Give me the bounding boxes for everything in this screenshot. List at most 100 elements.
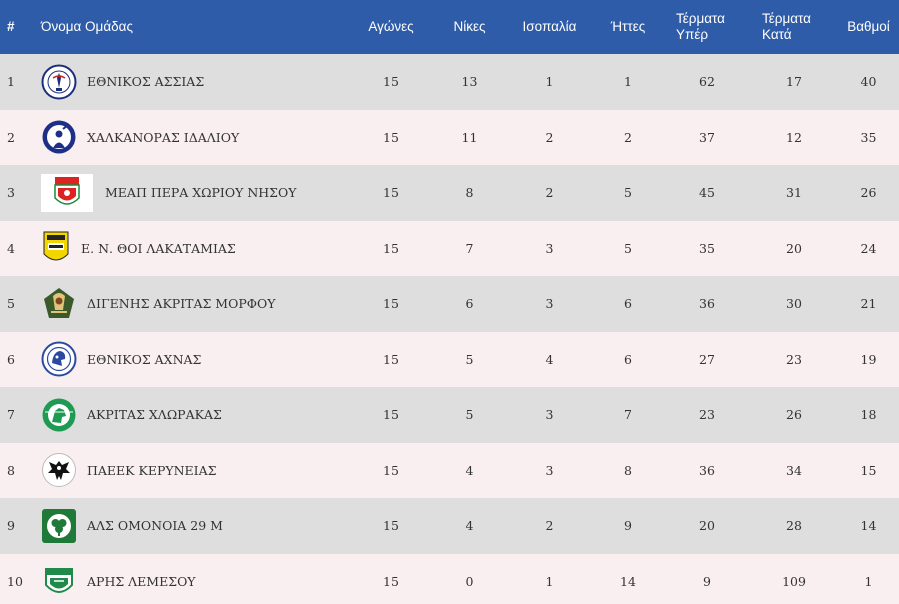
header-goals-for-line1: Τέρματα [676, 11, 725, 26]
draws-cell: 3 [545, 462, 554, 478]
team-cell: ΕΘΝΙΚΟΣ ΑΣΣΙΑΣ [37, 54, 350, 110]
team-name[interactable]: ΠΑΕΕΚ ΚΕΡΥΝΕΙΑΣ [87, 462, 217, 478]
ethnikos-achnas-crest-icon [41, 341, 77, 377]
goals-against-cell: 28 [786, 518, 802, 534]
team-cell: ΕΘΝΙΚΟΣ ΑΧΝΑΣ [37, 332, 350, 388]
points-cell: 1 [864, 573, 873, 589]
omonoia-crest-icon [41, 508, 77, 544]
wins-cell: 11 [461, 129, 478, 145]
points-cell: 35 [860, 129, 877, 145]
wins-cell: 13 [461, 74, 478, 90]
team-name[interactable]: Ε. Ν. ΘΟΙ ΛΑΚΑΤΑΜΙΑΣ [81, 240, 236, 256]
goals-against-cell: 23 [786, 351, 802, 367]
goals-against-cell: 26 [786, 407, 802, 423]
losses-cell: 5 [624, 185, 632, 201]
header-draws: Ισοπαλία [522, 19, 577, 34]
points-cell: 40 [860, 74, 877, 90]
team-name[interactable]: ΕΘΝΙΚΟΣ ΑΧΝΑΣ [87, 351, 202, 367]
played-cell: 15 [383, 296, 399, 312]
table-row: 4 Ε. Ν. ΘΟΙ ΛΑΚΑΤΑΜΙΑΣ 15 7 3 5 35 20 24 [0, 220, 899, 276]
goals-against-cell: 20 [786, 240, 802, 256]
losses-cell: 8 [624, 462, 632, 478]
team-name[interactable]: ΑΚΡΙΤΑΣ ΧΛΩΡΑΚΑΣ [87, 407, 222, 423]
team-name[interactable]: ΑΛΣ ΟΜΟΝΟΙΑ 29 Μ [87, 518, 223, 534]
header-rank: # [7, 19, 15, 34]
team-name[interactable]: ΜΕΑΠ ΠΕΡΑ ΧΩΡΙΟΥ ΝΗΣΟΥ [105, 185, 297, 201]
losses-cell: 9 [624, 518, 632, 534]
goals-for-cell: 23 [699, 407, 715, 423]
goals-against-cell: 31 [786, 185, 802, 201]
table-row: 6 ΕΘΝΙΚΟΣ ΑΧΝΑΣ 15 5 4 6 27 23 19 [0, 331, 899, 388]
header-goals-for-line2: Υπέρ [676, 27, 709, 42]
wins-cell: 7 [465, 240, 474, 256]
wins-cell: 0 [465, 573, 474, 589]
header-goals-against: Τέρματα Κατά [750, 0, 838, 54]
played-cell: 15 [383, 573, 399, 589]
paeek-crest-icon [41, 452, 77, 488]
table-row: 1 ΕΘΝΙΚΟΣ ΑΣΣΙΑΣ 15 13 1 1 62 17 40 [0, 54, 899, 110]
header-goals-for: Τέρματα Υπέρ [664, 0, 750, 54]
goals-for-cell: 35 [699, 240, 715, 256]
played-cell: 15 [383, 518, 399, 534]
losses-cell: 14 [620, 573, 636, 589]
played-cell: 15 [383, 351, 399, 367]
table-row: 10 ΑΡΗΣ ΛΕΜΕΣΟΥ 15 0 1 14 9 109 1 [0, 553, 899, 604]
draws-cell: 2 [545, 185, 554, 201]
played-cell: 15 [383, 74, 399, 90]
losses-cell: 6 [624, 296, 632, 312]
aris-crest-icon [41, 563, 77, 599]
table-row: 9 ΑΛΣ ΟΜΟΝΟΙΑ 29 Μ 15 4 2 9 20 28 14 [0, 498, 899, 554]
losses-cell: 7 [624, 407, 632, 423]
goals-for-cell: 62 [699, 74, 715, 90]
losses-cell: 5 [624, 240, 632, 256]
goals-for-cell: 20 [699, 518, 715, 534]
played-cell: 15 [383, 129, 399, 145]
table-row: 2 ΧΑΛΚΑΝΟΡΑΣ ΙΔΑΛΙΟΥ 15 11 2 2 37 12 35 [0, 109, 899, 166]
team-name[interactable]: ΧΑΛΚΑΝΟΡΑΣ ΙΔΑΛΙΟΥ [87, 129, 240, 145]
wins-cell: 4 [465, 462, 474, 478]
draws-cell: 4 [545, 351, 554, 367]
draws-cell: 3 [545, 296, 554, 312]
team-name[interactable]: ΔΙΓΕΝΗΣ ΑΚΡΙΤΑΣ ΜΟΡΦΟΥ [87, 296, 276, 312]
team-cell: ΧΑΛΚΑΝΟΡΑΣ ΙΔΑΛΙΟΥ [37, 110, 350, 166]
goals-against-cell: 109 [782, 573, 806, 589]
header-played: Αγώνες [368, 19, 414, 34]
played-cell: 15 [383, 185, 399, 201]
goals-for-cell: 36 [699, 462, 715, 478]
digenis-crest-icon [41, 286, 77, 322]
wins-cell: 5 [465, 351, 474, 367]
goals-against-cell: 17 [786, 74, 802, 90]
goals-against-cell: 30 [786, 296, 802, 312]
points-cell: 26 [860, 185, 877, 201]
rank-cell: 3 [7, 185, 15, 201]
points-cell: 15 [860, 462, 877, 478]
goals-for-cell: 9 [703, 573, 711, 589]
goals-for-cell: 27 [699, 351, 715, 367]
wins-cell: 5 [465, 407, 474, 423]
points-cell: 24 [860, 240, 877, 256]
wins-cell: 4 [465, 518, 474, 534]
team-cell: ΔΙΓΕΝΗΣ ΑΚΡΙΤΑΣ ΜΟΡΦΟΥ [37, 276, 350, 332]
team-name[interactable]: ΑΡΗΣ ΛΕΜΕΣΟΥ [87, 573, 196, 589]
header-goals-against-line1: Τέρματα [762, 11, 811, 26]
team-cell: ΑΚΡΙΤΑΣ ΧΛΩΡΑΚΑΣ [37, 387, 350, 443]
rank-cell: 10 [7, 573, 23, 589]
draws-cell: 1 [545, 74, 554, 90]
rank-cell: 2 [7, 129, 15, 145]
goals-for-cell: 37 [699, 129, 715, 145]
team-cell: ΑΛΣ ΟΜΟΝΟΙΑ 29 Μ [37, 498, 350, 554]
meap-crest-icon [41, 173, 93, 212]
played-cell: 15 [383, 407, 399, 423]
thoi-crest-icon [41, 230, 71, 266]
goals-for-cell: 36 [699, 296, 715, 312]
team-cell: ΑΡΗΣ ΛΕΜΕΣΟΥ [37, 554, 350, 604]
table-row: 8 ΠΑΕΕΚ ΚΕΡΥΝΕΙΑΣ 15 4 3 8 36 34 15 [0, 442, 899, 498]
points-cell: 18 [860, 407, 877, 423]
header-team: Όνομα Ομάδας [41, 19, 133, 34]
table-header-row: # Όνομα Ομάδας Αγώνες Νίκες Ισοπαλία Ήττ… [0, 0, 899, 54]
goals-against-cell: 12 [786, 129, 802, 145]
team-name[interactable]: ΕΘΝΙΚΟΣ ΑΣΣΙΑΣ [87, 74, 205, 90]
team-cell: ΜΕΑΠ ΠΕΡΑ ΧΩΡΙΟΥ ΝΗΣΟΥ [37, 165, 350, 221]
table-row: 5 ΔΙΓΕΝΗΣ ΑΚΡΙΤΑΣ ΜΟΡΦΟΥ 15 6 3 6 36 30 … [0, 276, 899, 332]
